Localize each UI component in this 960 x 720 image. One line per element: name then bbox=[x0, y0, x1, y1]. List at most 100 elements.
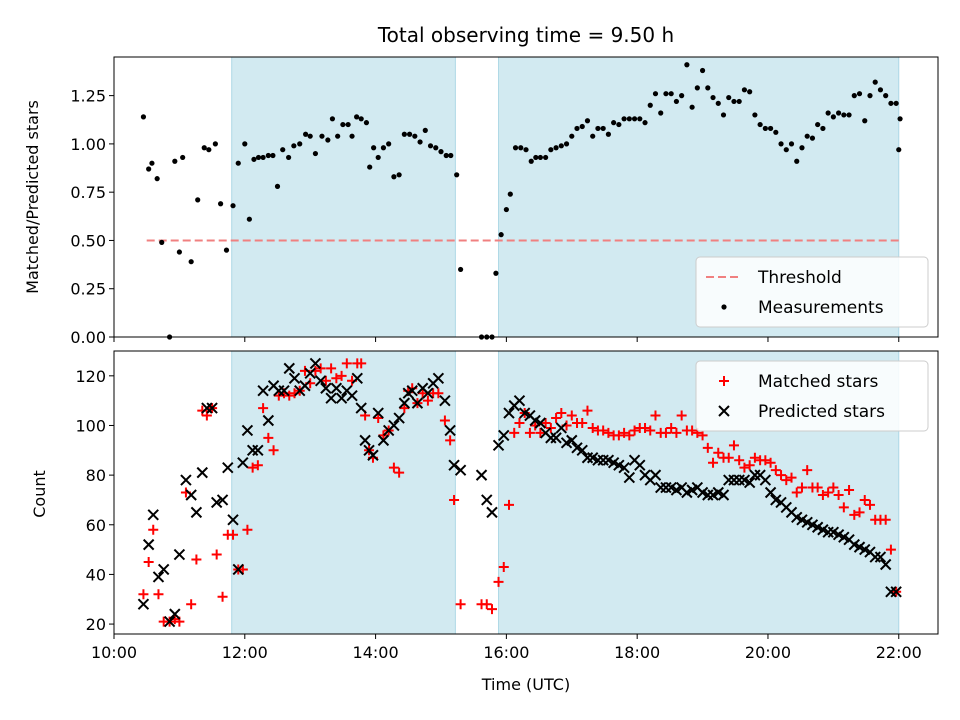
bottom-matched-point-127 bbox=[812, 482, 823, 493]
top-measurement-point-96 bbox=[652, 91, 659, 97]
top-measurement-point-117 bbox=[762, 125, 768, 132]
bottom-predicted-point-16 bbox=[222, 461, 234, 474]
bottom-predicted-point-90 bbox=[618, 461, 630, 474]
bottom-matched-point-133 bbox=[844, 485, 855, 496]
bottom-ytick-label-5: 120 bbox=[75, 367, 106, 386]
top-measurement-point-142 bbox=[893, 100, 899, 106]
bottom-predicted-point-64 bbox=[481, 494, 493, 506]
bottom-predicted-point-41 bbox=[351, 372, 363, 385]
bottom-matched-point-25 bbox=[268, 445, 279, 456]
bottom-matched-point-83 bbox=[582, 405, 593, 416]
bottom-legend-box bbox=[695, 360, 929, 432]
bottom-ytick-label-0: 20 bbox=[86, 615, 106, 634]
bottom-predicted-point-82 bbox=[576, 444, 588, 457]
top-measurement-point-82 bbox=[579, 123, 585, 130]
top-ytick-label-5: 1.25 bbox=[70, 87, 106, 106]
bottom-matched-point-47 bbox=[378, 430, 389, 441]
top-measurement-point-21 bbox=[255, 154, 262, 161]
bottom-matched-point-69 bbox=[509, 427, 520, 438]
bottom-predicted-point-139 bbox=[874, 551, 887, 563]
bottom-matched-point-62 bbox=[455, 599, 466, 610]
bottom-matched-point-46 bbox=[373, 413, 384, 424]
top-measurement-point-61 bbox=[458, 266, 464, 273]
bottom-matched-point-80 bbox=[566, 410, 577, 421]
bottom-matched-point-137 bbox=[864, 499, 875, 510]
bottom-matched-point-99 bbox=[666, 422, 677, 433]
bottom-predicted-point-66 bbox=[492, 439, 505, 452]
top-measurement-point-67 bbox=[503, 206, 509, 213]
bottom-predicted-point-7 bbox=[173, 548, 186, 561]
bottom-predicted-point-27 bbox=[278, 385, 290, 397]
bottom-predicted-point-47 bbox=[377, 434, 390, 447]
top-measurement-point-101 bbox=[679, 93, 685, 99]
bottom-matched-point-118 bbox=[765, 457, 776, 468]
bottom-matched-point-61 bbox=[449, 494, 460, 505]
bottom-predicted-point-56 bbox=[422, 387, 434, 399]
bottom-predicted-point-23 bbox=[257, 385, 269, 397]
bottom-predicted-point-15 bbox=[216, 494, 229, 506]
top-measurement-point-51 bbox=[406, 131, 413, 137]
bottom-matched-point-136 bbox=[859, 494, 870, 505]
top-legend-label-1: Measurements bbox=[758, 298, 884, 318]
bottom-predicted-point-50 bbox=[393, 412, 405, 424]
top-measurement-point-68 bbox=[507, 191, 513, 197]
bottom-matched-point-113 bbox=[739, 462, 750, 473]
bottom-predicted-point-13 bbox=[206, 402, 218, 414]
top-measurement-point-20 bbox=[251, 156, 257, 162]
bottom-ylabel: Count bbox=[30, 470, 49, 518]
bottom-predicted-point-0 bbox=[137, 598, 150, 610]
top-measurement-point-7 bbox=[176, 249, 182, 255]
top-measurement-point-81 bbox=[574, 125, 580, 132]
bottom-predicted-point-18 bbox=[232, 563, 244, 576]
top-measurement-point-134 bbox=[851, 93, 857, 99]
top-measurement-point-122 bbox=[788, 141, 795, 147]
top-ytick-label-3: 0.75 bbox=[70, 183, 106, 202]
top-ylabel: Matched/Predicted stars bbox=[23, 100, 42, 294]
top-ytick-label-0: 0.00 bbox=[70, 328, 106, 347]
bottom-matched-point-130 bbox=[828, 482, 839, 493]
top-measurement-point-143 bbox=[897, 116, 903, 122]
bottom-ytick-label-1: 40 bbox=[86, 565, 106, 584]
bottom-predicted-point-59 bbox=[439, 394, 451, 407]
bottom-predicted-point-24 bbox=[262, 414, 275, 427]
bottom-predicted-point-97 bbox=[655, 481, 667, 494]
top-measurement-point-140 bbox=[883, 93, 889, 99]
top-measurement-point-14 bbox=[217, 201, 224, 207]
top-measurement-point-107 bbox=[710, 94, 716, 101]
bottom-matched-point-23 bbox=[258, 403, 269, 414]
bottom-predicted-point-61 bbox=[448, 459, 460, 471]
bottom-predicted-point-106 bbox=[702, 489, 714, 501]
top-measurement-point-106 bbox=[705, 85, 711, 91]
top-measurement-point-12 bbox=[206, 147, 212, 153]
top-measurement-point-115 bbox=[752, 112, 758, 118]
bottom-matched-point-60 bbox=[445, 435, 456, 446]
top-measurement-point-79 bbox=[563, 141, 570, 147]
bottom-matched-point-89 bbox=[613, 430, 624, 441]
bottom-xtick-label-2: 14:00 bbox=[353, 643, 399, 662]
bottom-matched-point-14 bbox=[211, 549, 222, 560]
bottom-matched-point-70 bbox=[514, 417, 525, 428]
bottom-matched-point-117 bbox=[760, 455, 771, 466]
bottom-matched-point-115 bbox=[749, 452, 760, 463]
bottom-matched-point-119 bbox=[770, 465, 781, 476]
top-measurement-point-76 bbox=[548, 147, 554, 153]
bottom-matched-point-74 bbox=[535, 427, 546, 438]
top-measurement-point-52 bbox=[412, 133, 418, 139]
bottom-matched-point-96 bbox=[650, 410, 661, 421]
bottom-matched-point-121 bbox=[781, 475, 792, 486]
bottom-predicted-point-21 bbox=[246, 444, 259, 457]
top-measurement-point-63 bbox=[484, 334, 490, 340]
bottom-matched-point-90 bbox=[619, 427, 630, 438]
top-measurement-point-99 bbox=[668, 91, 674, 97]
top-measurement-point-34 bbox=[325, 137, 331, 143]
top-shade-band-0 bbox=[231, 56, 456, 338]
bottom-predicted-point-43 bbox=[359, 434, 371, 447]
bottom-matched-point-92 bbox=[629, 425, 640, 436]
bottom-matched-point-82 bbox=[577, 417, 588, 428]
bottom-matched-point-101 bbox=[676, 410, 687, 421]
bottom-xtick-label-4: 18:00 bbox=[614, 643, 660, 662]
bottom-matched-point-68 bbox=[503, 499, 514, 510]
top-measurement-point-105 bbox=[699, 67, 706, 74]
top-measurement-point-132 bbox=[841, 112, 847, 118]
bottom-predicted-point-8 bbox=[180, 474, 192, 486]
